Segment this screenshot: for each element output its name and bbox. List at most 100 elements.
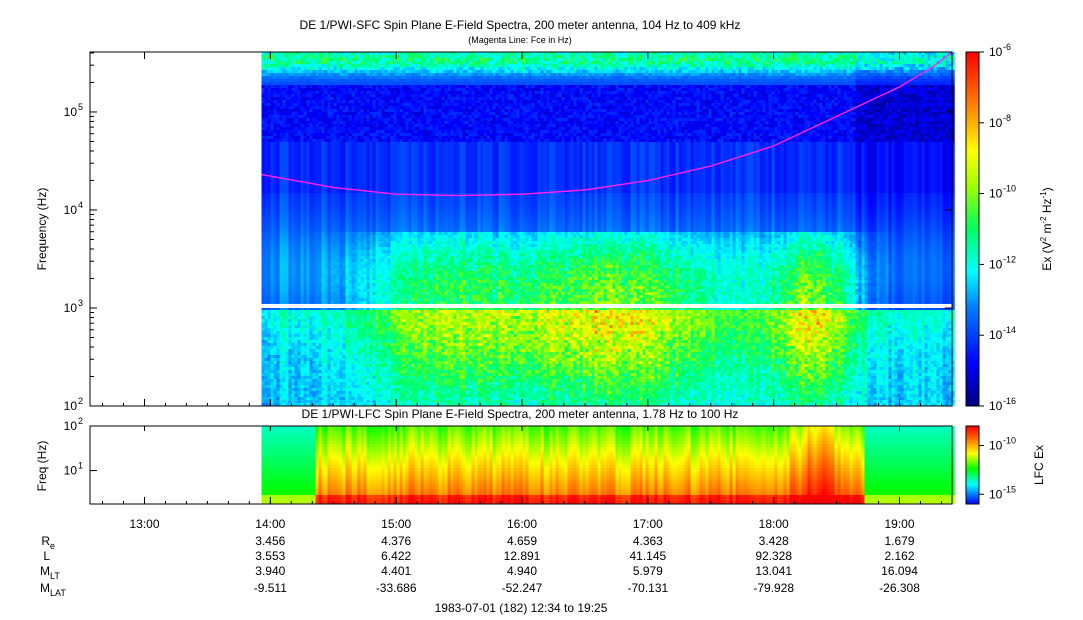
top-heatmap-cell xyxy=(262,325,265,328)
top-heatmap-cell xyxy=(286,331,289,334)
top-heatmap-cell xyxy=(346,199,349,202)
top-heatmap-cell xyxy=(310,199,313,202)
top-heatmap-cell xyxy=(352,76,355,79)
top-heatmap-cell xyxy=(289,121,292,124)
top-heatmap-cell xyxy=(271,154,274,157)
top-heatmap-cell xyxy=(352,394,355,397)
top-heatmap-cell xyxy=(265,394,268,397)
top-heatmap-cell xyxy=(385,355,388,358)
top-heatmap-cell xyxy=(352,265,355,268)
top-heatmap-cell xyxy=(331,124,334,127)
top-heatmap-cell xyxy=(313,388,316,391)
top-heatmap-cell xyxy=(277,361,280,364)
top-heatmap-cell xyxy=(364,334,367,337)
top-heatmap-cell xyxy=(367,127,370,130)
top-heatmap-cell xyxy=(295,139,298,142)
top-heatmap-cell xyxy=(331,247,334,250)
top-heatmap-cell xyxy=(310,202,313,205)
top-heatmap-cell xyxy=(292,97,295,100)
top-heatmap-cell xyxy=(286,337,289,340)
top-heatmap-cell xyxy=(364,124,367,127)
top-heatmap-cell xyxy=(352,229,355,232)
top-heatmap-cell xyxy=(337,196,340,199)
top-heatmap-cell xyxy=(313,190,316,193)
top-heatmap-cell xyxy=(322,256,325,259)
top-heatmap-cell xyxy=(364,277,367,280)
top-heatmap-cell xyxy=(340,289,343,292)
top-heatmap-cell xyxy=(304,121,307,124)
top-heatmap-cell xyxy=(352,64,355,67)
top-heatmap-cell xyxy=(301,271,304,274)
top-heatmap-cell xyxy=(316,346,319,349)
top-heatmap-cell xyxy=(283,295,286,298)
top-heatmap-cell xyxy=(265,88,268,91)
top-heatmap-cell xyxy=(313,283,316,286)
top-heatmap-cell xyxy=(313,172,316,175)
top-heatmap-cell xyxy=(355,280,358,283)
top-heatmap-cell xyxy=(370,157,373,160)
top-heatmap-cell xyxy=(280,247,283,250)
top-heatmap-cell xyxy=(271,58,274,61)
top-heatmap-cell xyxy=(274,73,277,76)
top-heatmap-cell xyxy=(310,337,313,340)
top-heatmap-cell xyxy=(301,109,304,112)
top-heatmap-cell xyxy=(316,325,319,328)
top-heatmap-cell xyxy=(304,64,307,67)
top-heatmap-cell xyxy=(286,76,289,79)
top-heatmap-cell xyxy=(313,142,316,145)
top-heatmap-cell xyxy=(304,175,307,178)
top-heatmap-cell xyxy=(310,238,313,241)
top-heatmap-cell xyxy=(289,61,292,64)
top-heatmap-cell xyxy=(367,103,370,106)
top-heatmap-cell xyxy=(289,235,292,238)
top-heatmap-cell xyxy=(361,142,364,145)
top-heatmap-cell xyxy=(301,79,304,82)
top-heatmap-cell xyxy=(301,325,304,328)
top-heatmap-cell xyxy=(379,67,382,70)
top-heatmap-cell xyxy=(274,349,277,352)
top-heatmap-cell xyxy=(283,247,286,250)
top-heatmap-cell xyxy=(334,292,337,295)
top-heatmap-cell xyxy=(364,142,367,145)
top-heatmap-cell xyxy=(364,97,367,100)
top-heatmap-cell xyxy=(301,100,304,103)
top-heatmap-cell xyxy=(319,301,322,304)
top-heatmap-cell xyxy=(370,385,373,388)
top-heatmap-cell xyxy=(385,64,388,67)
top-heatmap-cell xyxy=(340,106,343,109)
top-heatmap-cell xyxy=(361,94,364,97)
top-heatmap-cell xyxy=(319,367,322,370)
top-heatmap-cell xyxy=(280,103,283,106)
top-heatmap-cell xyxy=(343,154,346,157)
top-heatmap-cell xyxy=(295,358,298,361)
top-heatmap-cell xyxy=(295,73,298,76)
top-heatmap-cell xyxy=(316,220,319,223)
top-heatmap-cell xyxy=(304,217,307,220)
top-heatmap-cell xyxy=(346,391,349,394)
top-heatmap-cell xyxy=(265,193,268,196)
top-heatmap-cell xyxy=(292,328,295,331)
top-heatmap-cell xyxy=(301,319,304,322)
top-heatmap-cell xyxy=(313,256,316,259)
top-heatmap-cell xyxy=(355,268,358,271)
top-heatmap-cell xyxy=(289,358,292,361)
top-heatmap-cell xyxy=(316,274,319,277)
top-heatmap-cell xyxy=(370,130,373,133)
top-heatmap-cell xyxy=(301,292,304,295)
top-heatmap-cell xyxy=(292,244,295,247)
top-heatmap-cell xyxy=(337,400,340,403)
top-heatmap-cell xyxy=(340,238,343,241)
top-heatmap-cell xyxy=(355,133,358,136)
top-heatmap-cell xyxy=(361,379,364,382)
top-heatmap-cell xyxy=(376,118,379,121)
top-heatmap-cell xyxy=(301,268,304,271)
top-heatmap-cell xyxy=(355,397,358,400)
top-heatmap-cell xyxy=(346,331,349,334)
top-heatmap-cell xyxy=(379,352,382,355)
top-heatmap-cell xyxy=(316,256,319,259)
top-heatmap-cell xyxy=(328,364,331,367)
top-heatmap-cell xyxy=(316,175,319,178)
top-heatmap-cell xyxy=(349,94,352,97)
top-heatmap-cell xyxy=(319,193,322,196)
top-heatmap-cell xyxy=(310,256,313,259)
